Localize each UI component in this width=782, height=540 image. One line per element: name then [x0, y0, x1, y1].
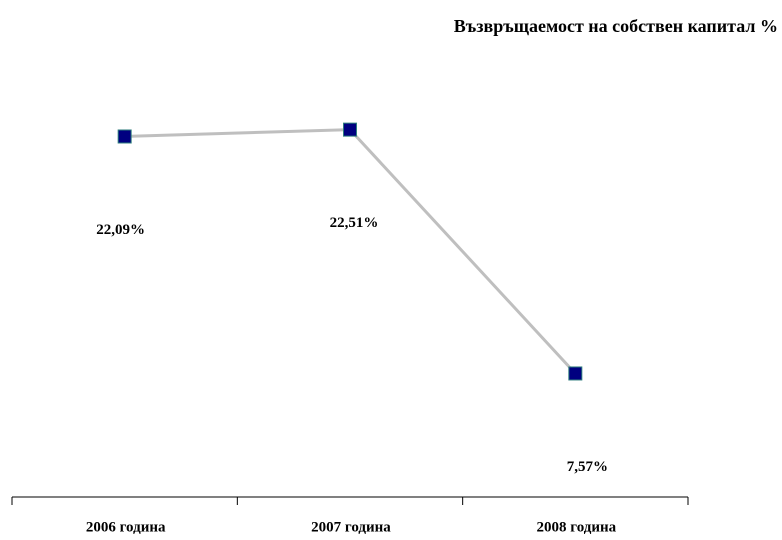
data-label: 22,09% — [96, 222, 145, 238]
marker — [568, 366, 583, 381]
data-label: 22,51% — [330, 215, 379, 231]
marker — [117, 129, 132, 144]
data-label: 7,57% — [567, 459, 608, 475]
marker — [343, 122, 357, 137]
x-tick-label: 2007 година — [311, 519, 391, 535]
chart-title: Възвръщаемост на собствен капитал % — [454, 16, 778, 36]
x-tick-label: 2008 година — [537, 519, 617, 535]
line — [124, 128, 577, 375]
x-tick-label: 2006 година — [86, 519, 166, 535]
